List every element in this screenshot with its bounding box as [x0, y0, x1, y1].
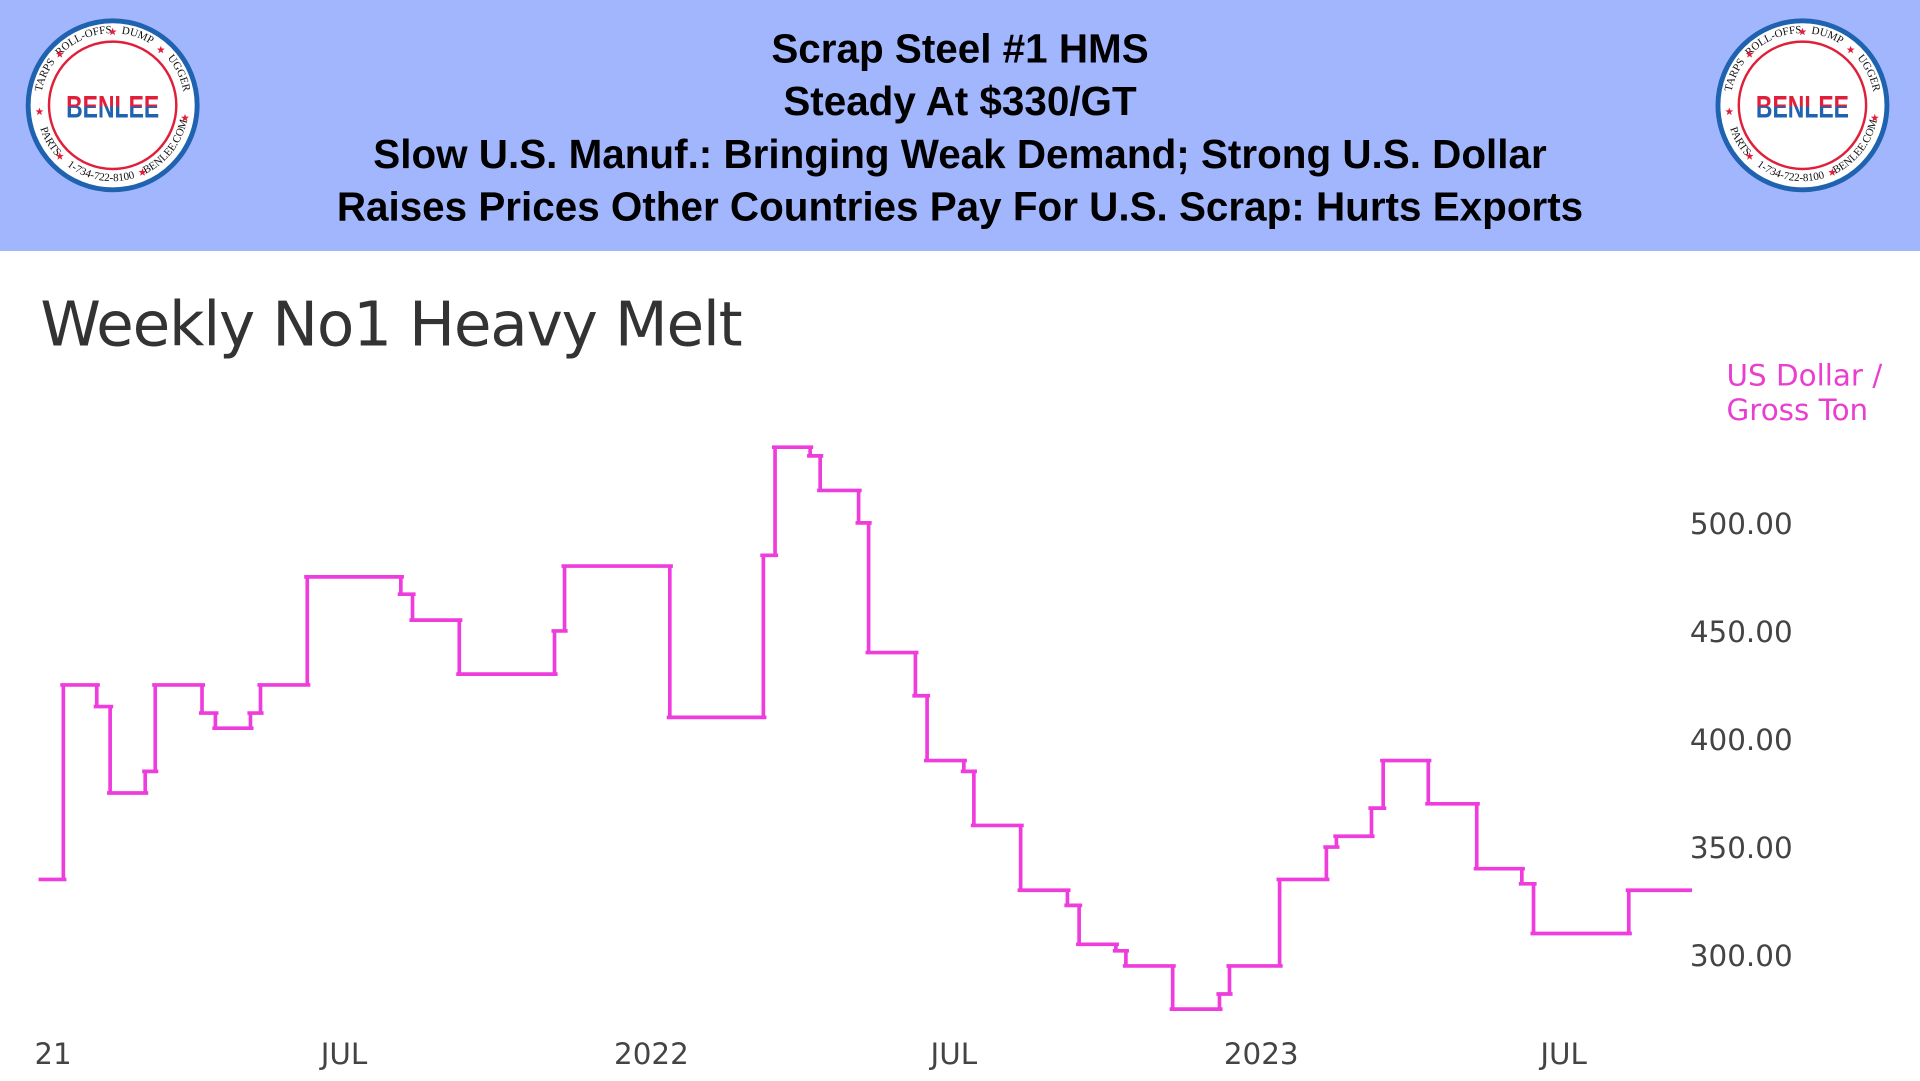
headline-line-2: Steady At $330/GT	[783, 78, 1137, 124]
star-icon	[1725, 107, 1734, 116]
y-tick-label: 300.00	[1690, 939, 1793, 973]
star-icon	[156, 45, 165, 54]
star-icon	[138, 168, 147, 176]
y-axis-label-line-1: US Dollar /	[1727, 359, 1883, 393]
x-tick-label: JUL	[929, 1037, 978, 1071]
benlee-logo-left: TARPSROLL-OFFSDUMPSLUGGERSBENLEE.COM1-73…	[24, 17, 200, 193]
star-icon	[181, 113, 189, 122]
star-icon	[1828, 168, 1837, 176]
star-icon	[108, 27, 117, 36]
headline-line-4: Raises Prices Other Countries Pay For U.…	[336, 183, 1584, 229]
star-icon	[1745, 50, 1754, 58]
y-tick-label: 450.00	[1690, 615, 1793, 649]
x-tick-label: JUL	[1538, 1037, 1587, 1071]
x-tick-label: 2021	[0, 1037, 72, 1071]
header-banner: TARPSROLL-OFFSDUMPSLUGGERSBENLEE.COM1-73…	[0, 0, 1920, 252]
star-icon	[1798, 27, 1807, 36]
chart: US Dollar / Gross Ton 300.00 350.00 400.00…	[0, 359, 1883, 1071]
logo-wordmark: BENLEE	[66, 89, 159, 125]
star-icon	[1846, 45, 1855, 54]
x-tick-label: 2022	[614, 1037, 689, 1071]
star-icon	[55, 152, 64, 160]
benlee-logo-right: TARPSROLL-OFFSDUMPSLUGGERSBENLEE.COM1-73…	[1714, 17, 1890, 193]
star-icon	[1745, 152, 1754, 160]
x-tick-label: 2023	[1224, 1037, 1299, 1071]
headline-line-1: Scrap Steel #1 HMS	[771, 25, 1149, 72]
x-tick-label: JUL	[319, 1037, 368, 1071]
logo-inner-ring	[47, 40, 178, 171]
y-tick-label: 500.00	[1690, 507, 1793, 541]
chart-title: Weekly No1 Heavy Melt	[40, 288, 742, 361]
logo-inner-ring	[1737, 40, 1868, 171]
y-axis-label-line-2: Gross Ton	[1727, 393, 1869, 427]
y-tick-label: 350.00	[1690, 831, 1793, 865]
star-icon	[55, 50, 64, 58]
logo-wordmark: BENLEE	[1756, 89, 1849, 125]
headline-line-3: Slow U.S. Manuf.: Bringing Weak Demand; …	[373, 131, 1547, 177]
star-icon	[35, 107, 44, 116]
star-icon	[1870, 113, 1879, 122]
y-tick-label: 400.00	[1690, 723, 1793, 757]
